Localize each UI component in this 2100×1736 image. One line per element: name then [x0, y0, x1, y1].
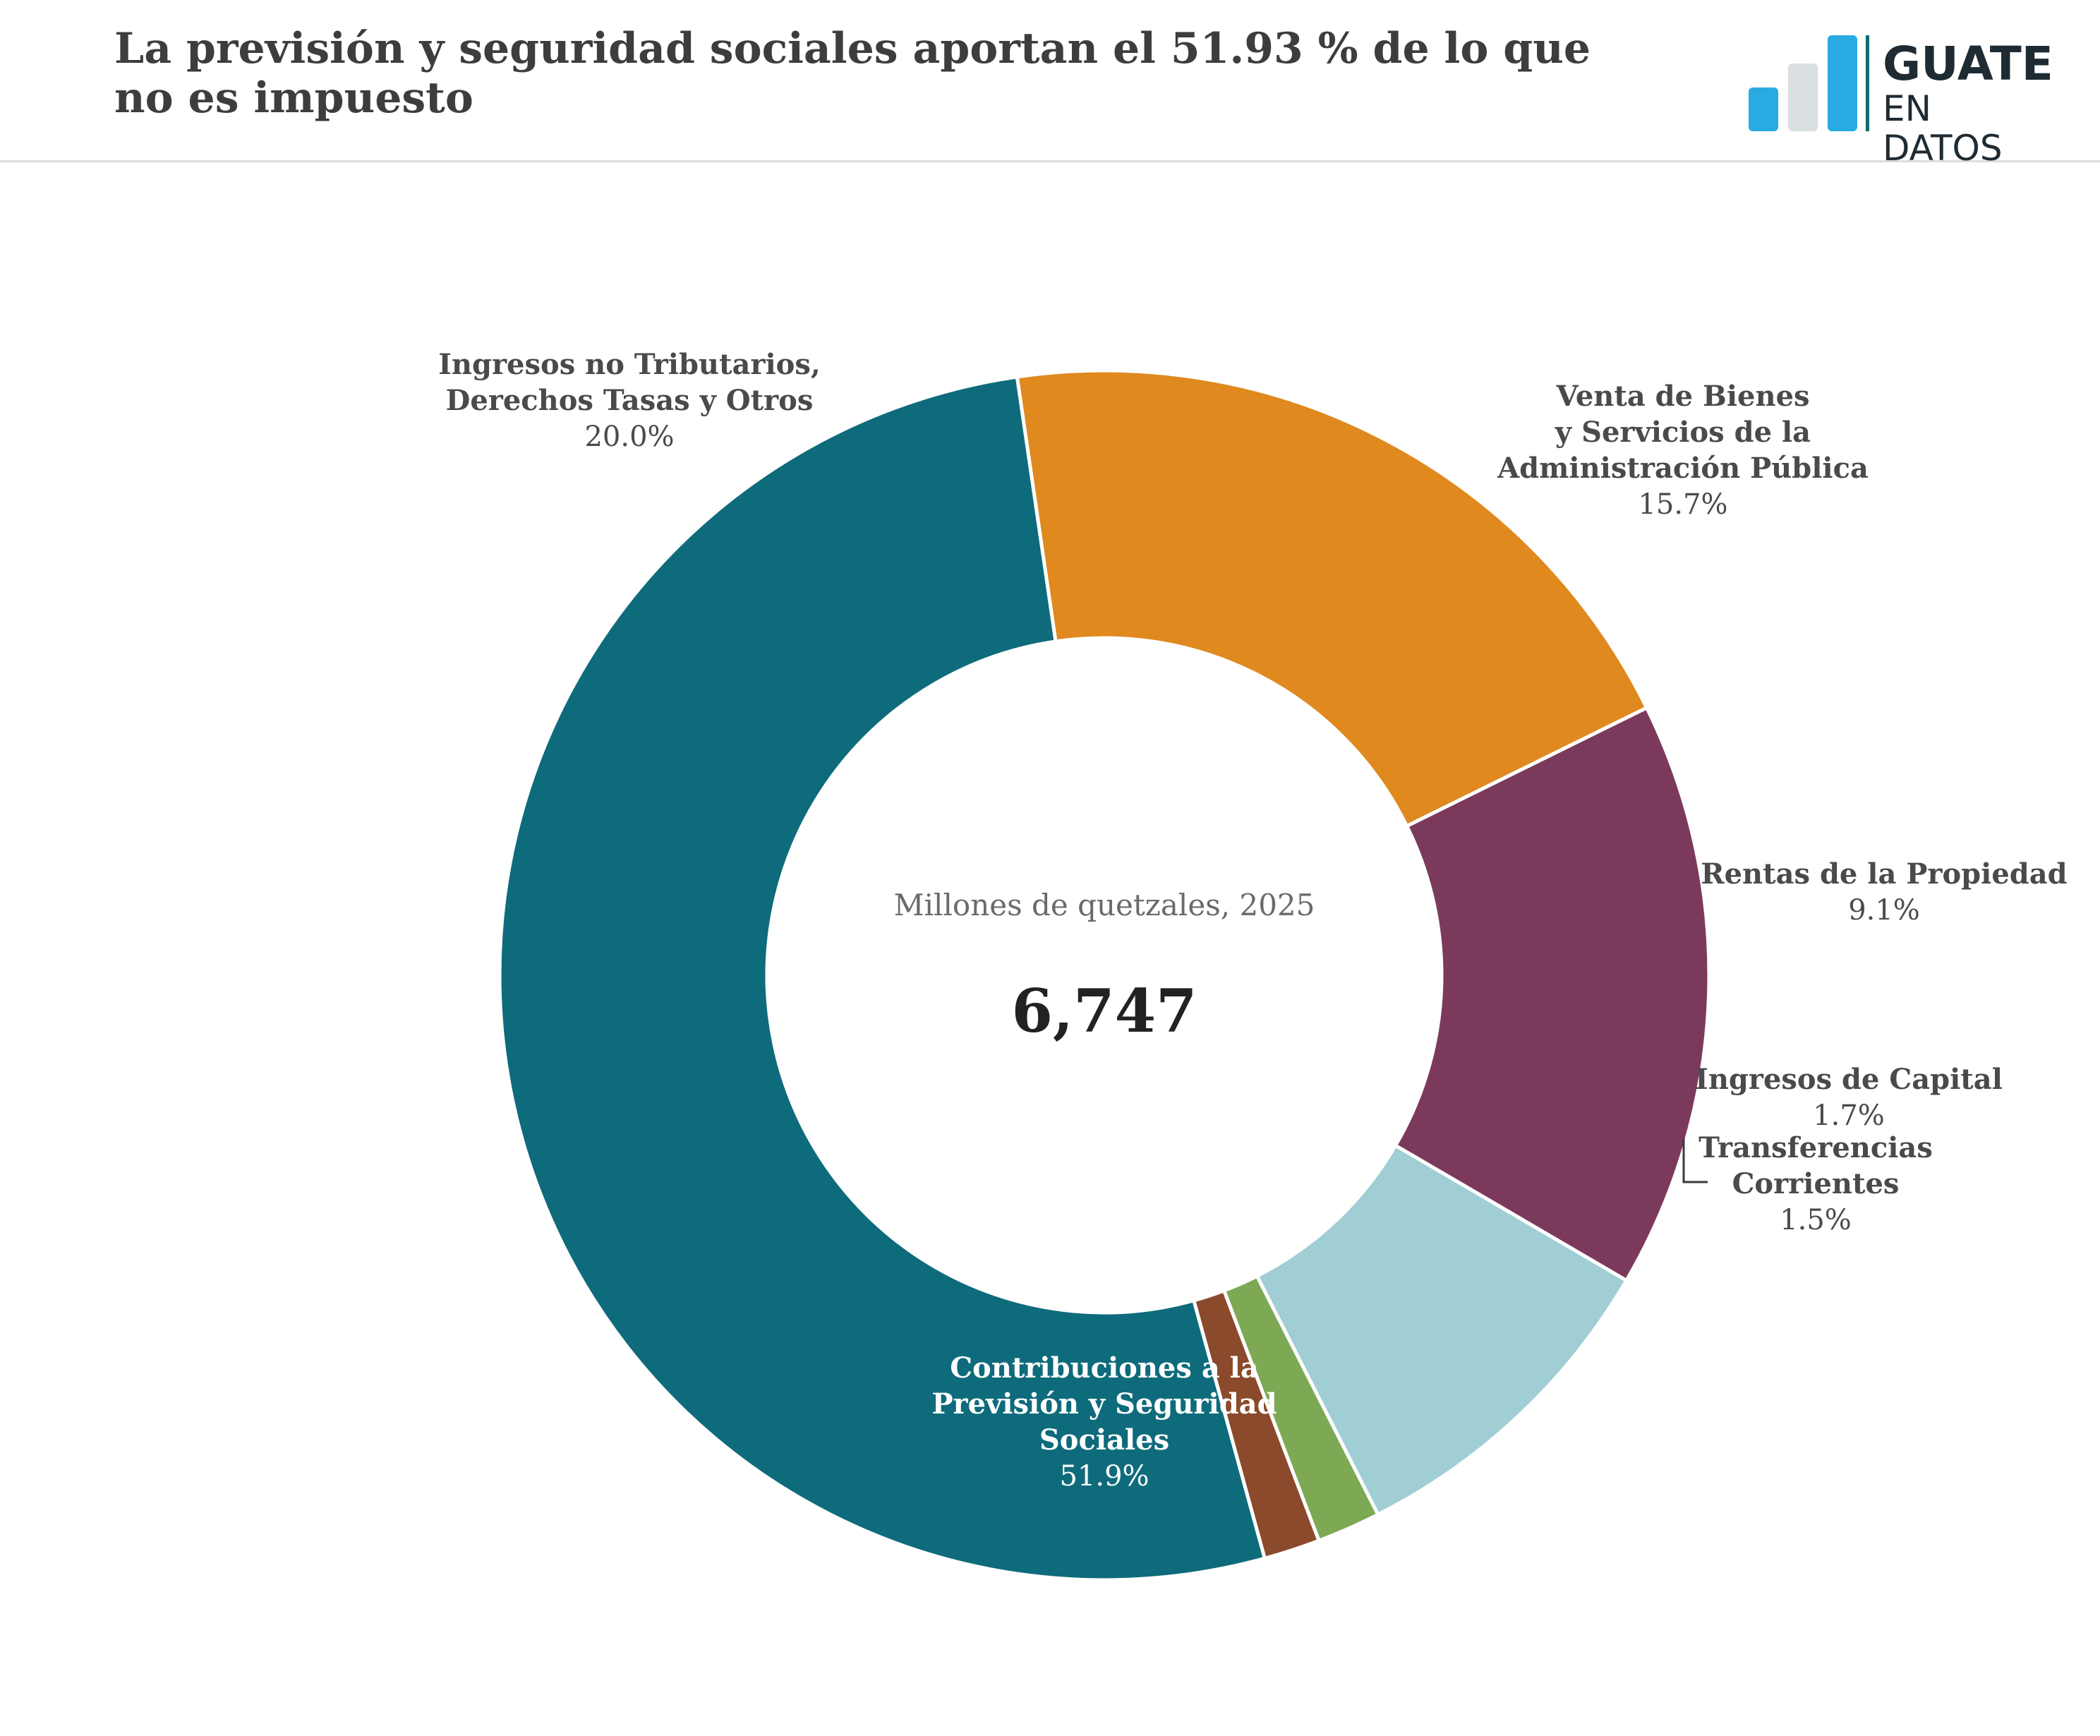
label-name-line: Sociales [1039, 1423, 1169, 1457]
donut-slices [497, 368, 1711, 1582]
slice-labels: Ingresos no Tributarios, Derechos Tasas y… [438, 348, 2067, 1493]
header: La previsión y seguridad sociales aporta… [0, 0, 2100, 168]
leader-line-transferencias-corrientes [1682, 1138, 1708, 1183]
logo-text-line2: EN DATOS [1883, 88, 2003, 169]
label-name-line: Transferencias [1698, 1131, 1933, 1164]
slice-venta-de-bienes-y-servicios-de-la-administracion-publica[interactable] [1394, 706, 1711, 1283]
guate-en-datos-logo: GUATE EN DATOS [1743, 31, 2053, 168]
slice-contribuciones-a-la-prevision-y-seguridad-sociales[interactable] [497, 375, 1267, 1582]
label-percent: 1.5% [1780, 1204, 1852, 1236]
label-name-line: Ingresos no Tributarios, [438, 348, 821, 381]
label-rentas-de-la-propiedad: Rentas de la Propiedad 9.1% [1701, 857, 2067, 927]
center-total: 6,747 [1011, 976, 1197, 1046]
logo-divider [1866, 35, 1869, 131]
label-percent: 20.0% [584, 421, 674, 453]
label-transferencias-corrientes: Transferencias Corrientes 1.5% [1698, 1131, 1933, 1236]
logo-text-line1: GUATE [1883, 37, 2053, 91]
label-percent: 1.7% [1813, 1099, 1885, 1132]
label-ingresos-no-tributarios-derechos-tasas-y-otros: Ingresos no Tributarios, Derechos Tasas y… [438, 348, 821, 453]
label-name-line: Contribuciones a la [950, 1351, 1259, 1385]
slice-ingresos-no-tributarios-derechos-tasas-y-otros[interactable] [1015, 368, 1649, 828]
label-percent: 51.9% [1059, 1460, 1149, 1493]
logo-bar-tall [1828, 35, 1857, 131]
slice-rentas-de-la-propiedad[interactable] [1255, 1143, 1629, 1517]
label-name-line: Previsión y Seguridad [931, 1387, 1277, 1421]
label-percent: 15.7% [1638, 488, 1727, 521]
chart-title: La previsión y seguridad sociales aporta… [114, 24, 1591, 123]
label-leader-lines [1682, 1138, 1708, 1183]
label-name-line: Corrientes [1732, 1167, 1900, 1200]
logo-bar-small [1749, 88, 1778, 131]
label-percent: 9.1% [1848, 894, 1920, 927]
label-name-line: Rentas de la Propiedad [1701, 857, 2067, 891]
label-contribuciones-a-la-prevision-y-seguridad-sociales: Contribuciones a la Previsión y Seguridad… [931, 1351, 1277, 1493]
label-name-line: Ingresos de Capital [1695, 1063, 2003, 1096]
center-label: Millones de quetzales, 2025 [894, 888, 1315, 922]
label-name-line: Derechos Tasas y Otros [446, 384, 814, 417]
label-ingresos-de-capital: Ingresos de Capital 1.7% [1695, 1063, 2003, 1132]
logo-bar-medium [1788, 64, 1818, 131]
donut-chart: Ingresos no Tributarios, Derechos Tasas y… [438, 348, 2068, 1582]
label-name-line: Venta de Bienes [1555, 380, 1809, 413]
label-name-line: Administración Pública [1497, 452, 1869, 485]
label-venta-de-bienes-y-servicios-de-la-administracion-publica: Venta de Bienes y Servicios de la Administ… [1497, 380, 1869, 521]
label-name-line: y Servicios de la [1555, 416, 1811, 449]
